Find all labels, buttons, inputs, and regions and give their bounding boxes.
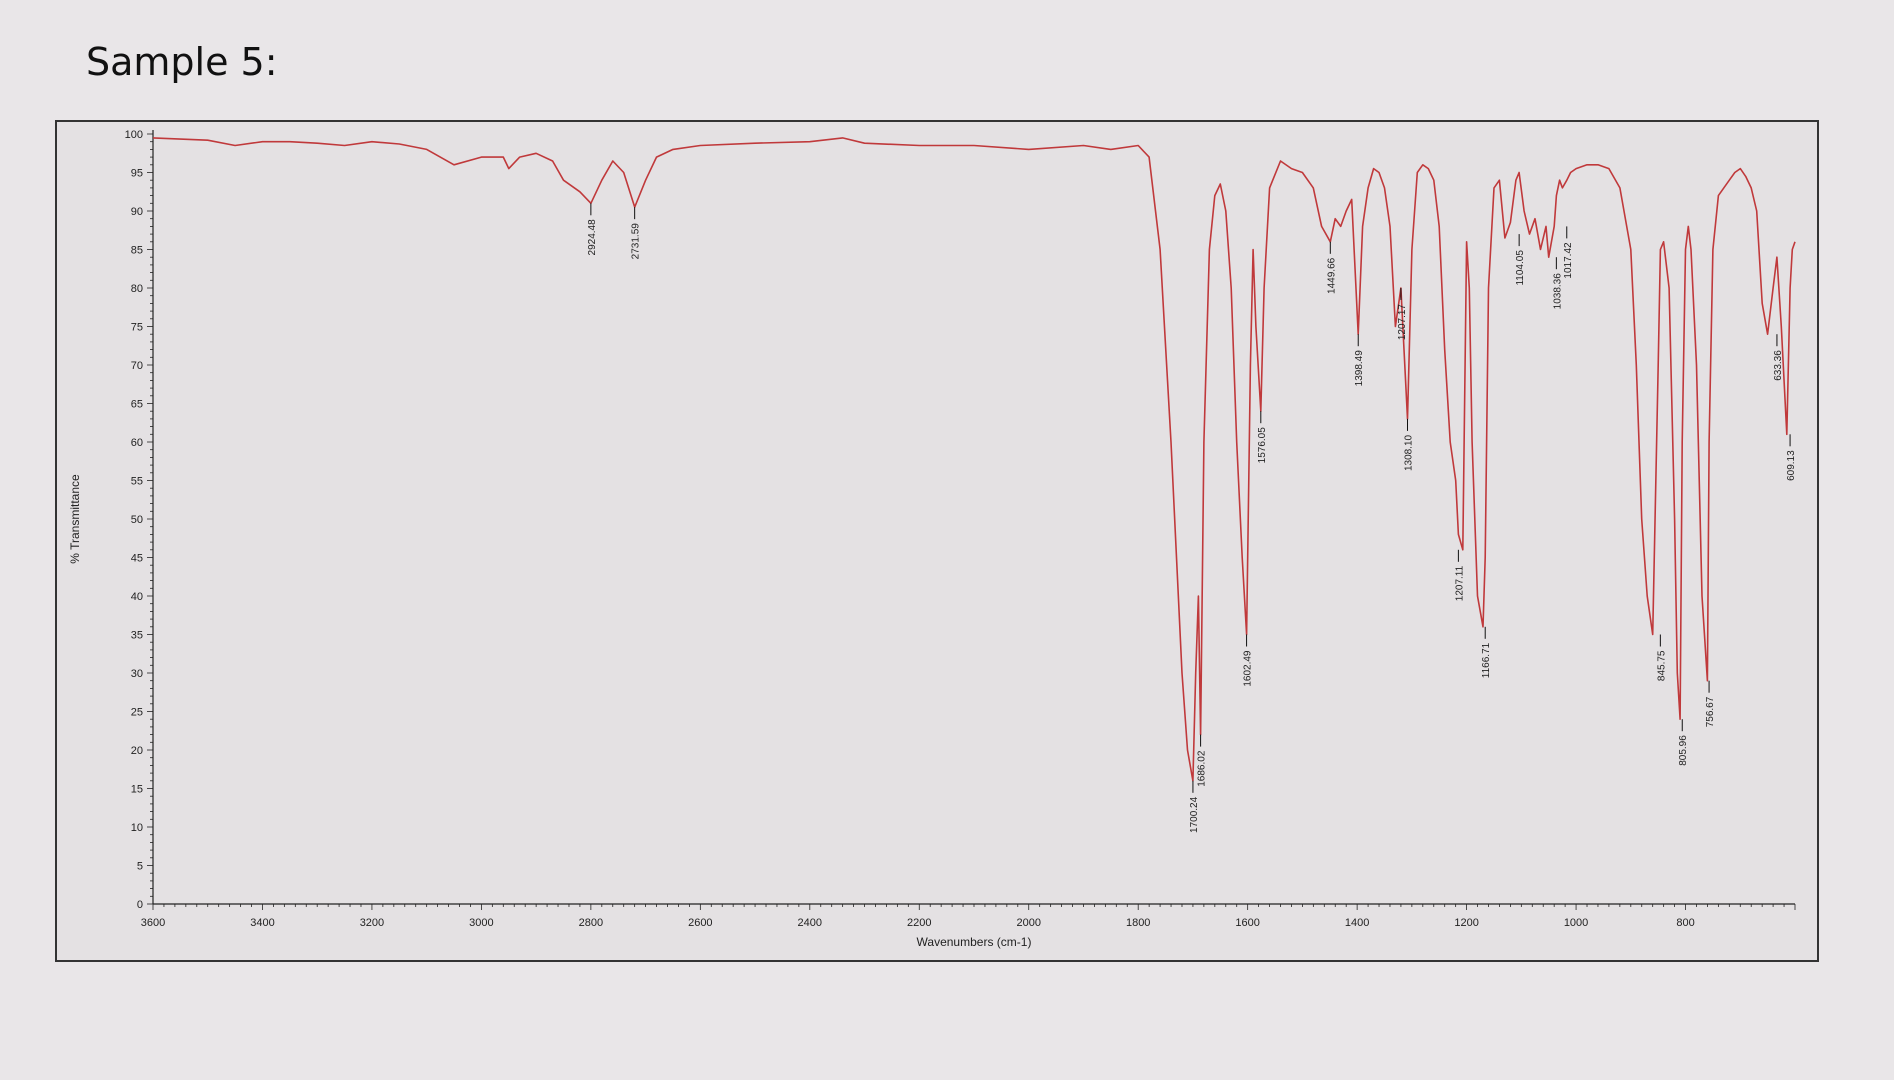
y-axis-title: % Transmittance: [68, 474, 82, 564]
x-tick-label: 3400: [250, 917, 274, 929]
x-tick-label: 1600: [1235, 917, 1259, 929]
peak-label: 2924.48: [587, 219, 598, 256]
x-tick-label: 2600: [688, 917, 712, 929]
y-tick-label: 95: [131, 168, 143, 180]
peak-label: 1686.02: [1197, 750, 1208, 787]
y-tick-label: 45: [131, 553, 143, 565]
peak-label: 1104.05: [1515, 250, 1526, 286]
y-tick-label: 50: [131, 514, 143, 526]
x-tick-label: 800: [1676, 917, 1694, 929]
peak-label: 805.96: [1678, 735, 1689, 766]
x-tick-label: 1800: [1126, 917, 1150, 929]
y-tick-label: 15: [131, 784, 143, 796]
y-tick-label: 90: [131, 206, 143, 218]
ir-spectrum-chart: 0 5 10 15 20 25 30 35 40 45 50 55 60 65 70 75 80 85 90 95 10…: [68, 129, 1797, 949]
y-tick-label: 100: [125, 129, 143, 141]
sample-title: Sample 5:: [86, 40, 278, 84]
y-tick-label: 0: [137, 899, 143, 911]
x-tick-label: 3000: [469, 917, 493, 929]
x-tick-label: 1400: [1345, 917, 1369, 929]
y-tick-label: 40: [131, 591, 143, 603]
y-tick-label: 25: [131, 707, 143, 719]
x-tick-label: 2000: [1016, 917, 1040, 929]
y-tick-label: 80: [131, 283, 143, 295]
peak-label: 609.13: [1786, 450, 1797, 481]
peak-label: 1207.17: [1397, 304, 1408, 341]
chart-frame: 0 5 10 15 20 25 30 35 40 45 50 55 60 65 70 75 80 85 90 95 10…: [55, 120, 1819, 962]
y-tick-label: 85: [131, 245, 143, 257]
peak-label: 1017.42: [1563, 242, 1574, 279]
x-tick-label: 2800: [579, 917, 603, 929]
y-tick-label: 30: [131, 668, 143, 680]
x-tick-label: 1200: [1454, 917, 1478, 929]
peak-label: 756.67: [1705, 696, 1716, 727]
y-tick-label: 60: [131, 437, 143, 449]
peak-label: 1038.36: [1552, 273, 1563, 310]
x-axis-title: Wavenumbers (cm-1): [917, 935, 1032, 949]
y-tick-label: 75: [131, 322, 143, 334]
y-tick-label: 55: [131, 476, 143, 488]
x-tick-label: 1000: [1564, 917, 1588, 929]
y-tick-label: 65: [131, 399, 143, 411]
x-tick-label: 3600: [141, 917, 165, 929]
y-tick-label: 5: [137, 861, 143, 873]
x-tick-label: 3200: [360, 917, 384, 929]
y-tick-label: 10: [131, 822, 143, 834]
x-tick-label: 2200: [907, 917, 931, 929]
peak-label: 1398.49: [1354, 350, 1365, 387]
peak-label: 1166.71: [1481, 642, 1492, 678]
peak-label: 633.36: [1773, 350, 1784, 381]
peak-label: 1576.05: [1257, 427, 1268, 464]
peak-label: 1308.10: [1403, 434, 1414, 471]
y-tick-label: 20: [131, 745, 143, 757]
y-tick-label: 35: [131, 630, 143, 642]
peak-label: 1700.24: [1189, 796, 1200, 833]
spectrum-line-0: [152, 137, 1796, 782]
peak-label: 2731.59: [631, 223, 642, 260]
peak-label: 845.75: [1656, 650, 1667, 681]
x-tick-label: 2400: [798, 917, 822, 929]
peak-label: 1449.66: [1326, 257, 1337, 294]
peak-label: 1207.11: [1454, 565, 1465, 601]
y-tick-label: 70: [131, 360, 143, 372]
peak-label: 1602.49: [1243, 650, 1254, 687]
